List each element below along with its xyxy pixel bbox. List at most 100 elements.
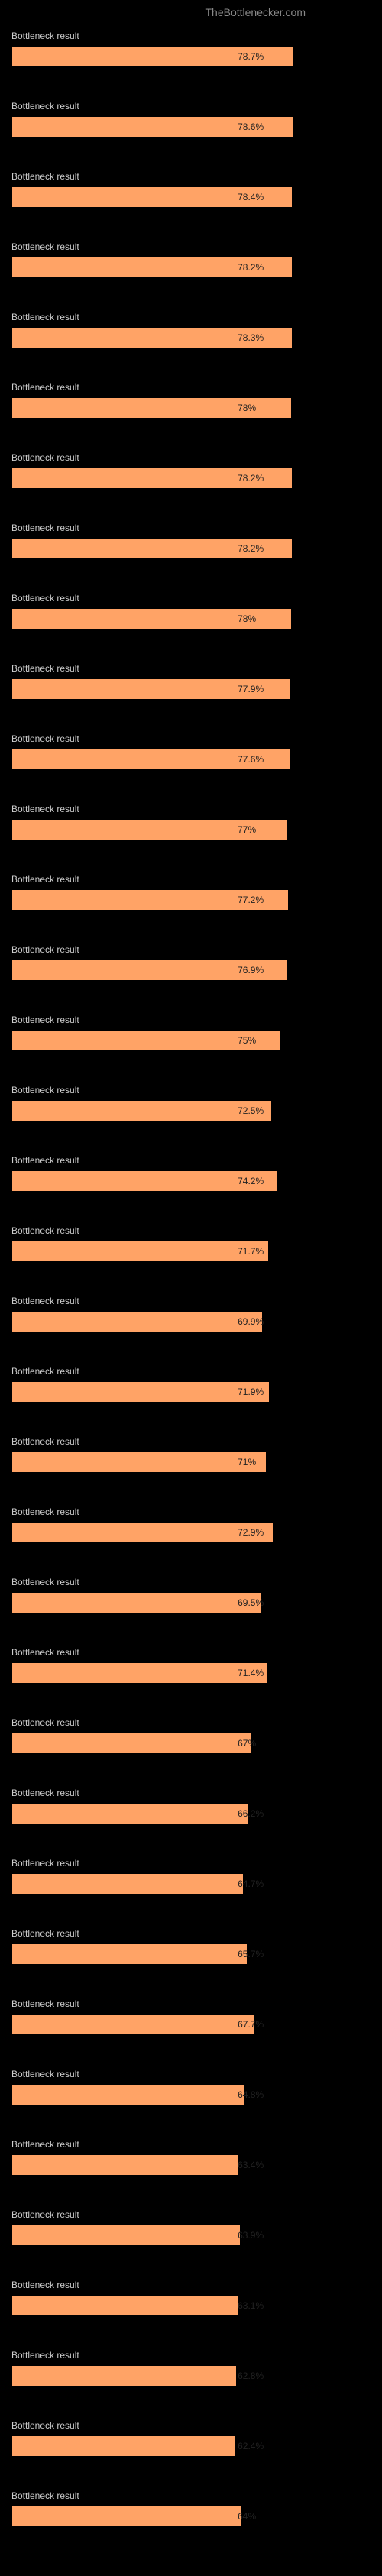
bar-label: Bottleneck result <box>11 241 371 252</box>
bar-label: Bottleneck result <box>11 1296 371 1306</box>
bar-label: Bottleneck result <box>11 101 371 112</box>
bar-track: 78.4% <box>11 186 371 208</box>
bar-fill <box>11 819 288 840</box>
bar-label: Bottleneck result <box>11 1577 371 1587</box>
bar-label: Bottleneck result <box>11 1085 371 1095</box>
bar-label: Bottleneck result <box>11 874 371 885</box>
bar-row: Bottleneck result76.9% <box>11 944 371 981</box>
bar-track: 71.7% <box>11 1241 371 1262</box>
bar-fill <box>11 327 293 348</box>
bar-fill <box>11 2506 241 2527</box>
bar-track: 66.2% <box>11 1803 371 1824</box>
bar-track: 75% <box>11 1030 371 1051</box>
bar-fill <box>11 2435 235 2457</box>
bar-track: 71% <box>11 1451 371 1473</box>
bar-label: Bottleneck result <box>11 2420 371 2431</box>
bar-row: Bottleneck result71.4% <box>11 1647 371 1684</box>
bar-label: Bottleneck result <box>11 523 371 533</box>
bar-row: Bottleneck result71.7% <box>11 1225 371 1262</box>
bar-track: 78.2% <box>11 468 371 489</box>
bar-fill <box>11 2295 238 2316</box>
bar-row: Bottleneck result 66.2% <box>11 1788 371 1824</box>
bar-fill <box>11 1311 263 1332</box>
bar-track: 64.8% <box>11 2084 371 2105</box>
bar-label: Bottleneck result <box>11 1858 371 1869</box>
bar-label: Bottleneck result <box>11 2209 371 2220</box>
site-title: TheBottlenecker.com <box>205 6 306 18</box>
bar-track: 67% <box>11 1733 371 1754</box>
bar-fill <box>11 2225 241 2246</box>
bar-fill <box>11 1522 274 1543</box>
bar-label: Bottleneck result <box>11 1788 371 1798</box>
bar-row: Bottleneck result71.9% <box>11 1366 371 1403</box>
bar-track: 77.2% <box>11 889 371 911</box>
bar-track: 67.7% <box>11 2014 371 2035</box>
bar-fill <box>11 1100 272 1121</box>
bar-track: 78.6% <box>11 116 371 138</box>
bar-label: Bottleneck result <box>11 804 371 814</box>
bar-row: Bottleneck result64.7% <box>11 1858 371 1895</box>
bar-fill <box>11 1451 267 1473</box>
bar-row: Bottleneck result67% <box>11 1717 371 1754</box>
bar-label: Bottleneck result <box>11 2139 371 2150</box>
bar-fill <box>11 2084 244 2105</box>
bar-row: Bottleneck result 75% <box>11 1015 371 1051</box>
bar-label: Bottleneck result <box>11 1015 371 1025</box>
bar-fill <box>11 1592 261 1613</box>
bar-row: Bottleneck result 78.6% <box>11 101 371 138</box>
bar-label: Bottleneck result <box>11 2280 371 2290</box>
bar-value: 63.4% <box>238 2160 264 2170</box>
bar-row: Bottleneck result77.9% <box>11 663 371 700</box>
bar-label: Bottleneck result <box>11 1366 371 1377</box>
bar-fill <box>11 1170 278 1192</box>
bar-row: Bottleneck result64.8% <box>11 2069 371 2105</box>
bar-track: 69.5% <box>11 1592 371 1613</box>
bar-fill <box>11 397 292 419</box>
bar-fill <box>11 257 293 278</box>
bar-track: 78.2% <box>11 538 371 559</box>
bar-label: Bottleneck result <box>11 382 371 393</box>
bar-row: Bottleneck result67.7% <box>11 1998 371 2035</box>
bar-row: Bottleneck result72.5% <box>11 1085 371 1121</box>
bar-fill <box>11 2365 237 2387</box>
header: TheBottlenecker.com <box>0 0 382 31</box>
bar-fill <box>11 468 293 489</box>
bar-label: Bottleneck result <box>11 944 371 955</box>
bar-fill <box>11 2014 254 2035</box>
bar-fill <box>11 1241 269 1262</box>
bar-track: 74.2% <box>11 1170 371 1192</box>
bar-row: Bottleneck result 78.2% <box>11 523 371 559</box>
bar-track: 63.9% <box>11 2225 371 2246</box>
bar-row: Bottleneck result 63.9% <box>11 2209 371 2246</box>
bar-fill <box>11 1733 252 1754</box>
bar-row: Bottleneck result62.8% <box>11 2350 371 2387</box>
bar-track: 64% <box>11 2506 371 2527</box>
bar-label: Bottleneck result <box>11 1506 371 1517</box>
bar-fill <box>11 116 293 138</box>
bar-row: Bottleneck result 69.5% <box>11 1577 371 1613</box>
bar-track: 78% <box>11 397 371 419</box>
bar-track: 78.2% <box>11 257 371 278</box>
bar-fill <box>11 1030 281 1051</box>
bar-fill <box>11 1943 248 1965</box>
bar-row: Bottleneck result65.7% <box>11 1928 371 1965</box>
bar-fill <box>11 1803 249 1824</box>
bar-row: Bottleneck result78.4% <box>11 171 371 208</box>
bar-label: Bottleneck result <box>11 31 371 41</box>
bar-fill <box>11 186 293 208</box>
bar-fill <box>11 889 289 911</box>
bar-track: 77% <box>11 819 371 840</box>
bar-value: 62.4% <box>238 2441 264 2451</box>
bar-row: Bottleneck result72.9% <box>11 1506 371 1543</box>
bar-label: Bottleneck result <box>11 1647 371 1658</box>
bar-row: Bottleneck result63.1% <box>11 2280 371 2316</box>
bar-track: 78% <box>11 608 371 629</box>
bar-track: 62.4% <box>11 2435 371 2457</box>
bar-label: Bottleneck result <box>11 1436 371 1447</box>
bar-row: Bottleneck result64% <box>11 2490 371 2527</box>
bar-fill <box>11 538 293 559</box>
bar-track: 78.7% <box>11 46 371 67</box>
bar-fill <box>11 960 287 981</box>
bar-track: 62.8% <box>11 2365 371 2387</box>
bar-row: Bottleneck result69.9% <box>11 1296 371 1332</box>
